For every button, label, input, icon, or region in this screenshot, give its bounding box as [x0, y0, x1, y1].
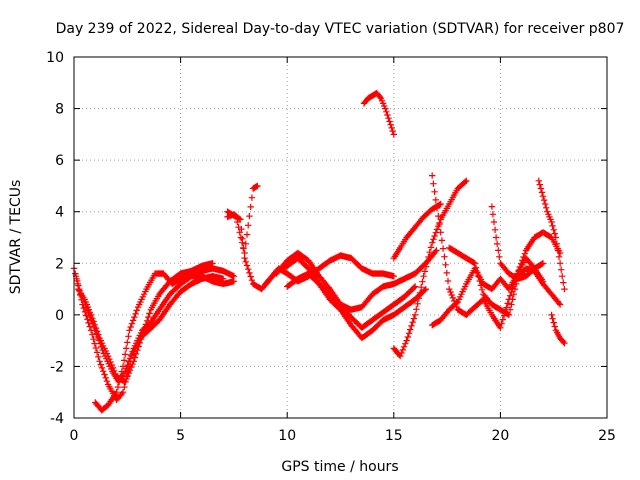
y-tick-label: 8	[55, 102, 64, 118]
x-tick-label: 5	[176, 428, 185, 444]
series-track-11	[390, 200, 444, 262]
axis-ticks: 0 5 10 15 20 25 -4 -2 0 2 4 6 8 10	[46, 50, 616, 444]
series-marks	[92, 265, 238, 414]
series-track-3	[92, 265, 238, 414]
series-track-16	[535, 177, 568, 293]
chart-title: Day 239 of 2022, Sidereal Day-to-day VTE…	[56, 21, 625, 37]
y-tick-label: 10	[46, 50, 64, 66]
series-marks	[548, 311, 568, 347]
series-track-14	[446, 244, 564, 319]
y-tick-label: 2	[55, 256, 64, 272]
series-track-13	[429, 254, 547, 329]
y-tick-label: 0	[55, 308, 64, 324]
series-marks	[360, 89, 397, 138]
x-tick-label: 25	[598, 428, 616, 444]
x-tick-label: 15	[385, 428, 403, 444]
series-marks	[446, 244, 564, 319]
series-marks	[75, 260, 216, 386]
y-axis-label: SDTVAR / TECUs	[8, 180, 24, 295]
series-marks	[488, 203, 547, 282]
series-track-15	[488, 203, 547, 282]
series-track-9	[360, 89, 397, 138]
series-track-18	[224, 182, 261, 257]
series-marks	[390, 200, 444, 262]
data-marks	[70, 89, 568, 414]
y-tick-label: -2	[50, 359, 64, 375]
x-axis-label: GPS time / hours	[281, 459, 398, 475]
series-marks	[224, 182, 261, 257]
series-marks	[390, 177, 470, 360]
y-tick-label: 6	[55, 153, 64, 169]
x-tick-label: 0	[70, 428, 79, 444]
series-marks	[535, 177, 568, 293]
series-marks	[284, 247, 440, 313]
grid-lines	[74, 57, 607, 418]
plot-frame	[73, 56, 608, 419]
series-track-8	[284, 247, 440, 313]
x-tick-label: 20	[491, 428, 509, 444]
y-tick-label: -4	[50, 411, 64, 427]
series-track-10	[390, 177, 470, 360]
x-tick-label: 10	[278, 428, 296, 444]
series-track-17	[548, 311, 568, 347]
series-track-4	[75, 260, 216, 386]
y-tick-label: 4	[55, 205, 64, 221]
series-marks	[429, 254, 547, 329]
